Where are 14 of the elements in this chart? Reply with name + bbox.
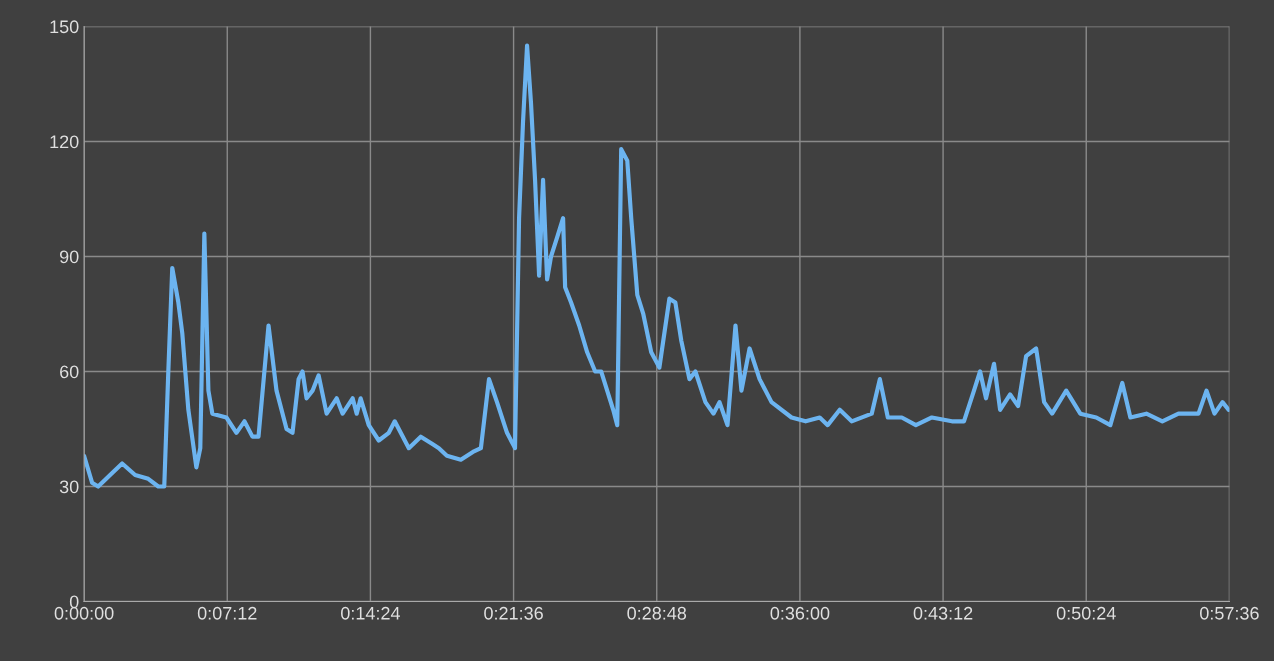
line-series [84, 43, 1230, 489]
x-tick-label: 0:28:48 [627, 606, 687, 620]
x-tick-label: 0:36:00 [770, 606, 830, 620]
x-tick-label: 0:21:36 [484, 606, 543, 620]
x-tick-label: 0:57:36 [1200, 606, 1259, 620]
y-tick-label: 60 [60, 365, 79, 379]
y-tick-label: 90 [59, 250, 79, 264]
y-tick-label: 120 [50, 135, 79, 149]
x-tick-label: 0:43:12 [913, 606, 973, 620]
x-tick-label: 0:07:12 [197, 606, 257, 620]
x-tick-label: 0:50:24 [1056, 606, 1116, 620]
y-tick-label: 30 [59, 480, 79, 494]
x-tick-label: 0:14:24 [341, 606, 401, 620]
y-tick-label: 150 [50, 20, 79, 34]
